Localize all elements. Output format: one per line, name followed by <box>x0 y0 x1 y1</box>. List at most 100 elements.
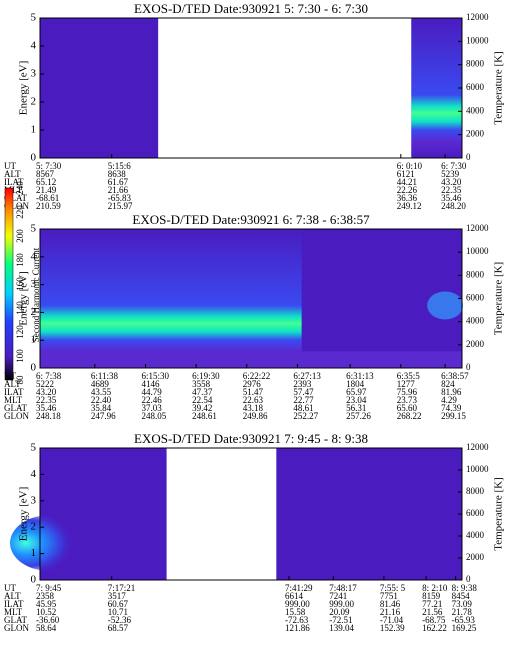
table-cell: 824 <box>441 379 455 389</box>
y-tick-label: 1 <box>31 124 37 136</box>
table-cell: 5222 <box>36 379 54 389</box>
y-tick-label: 4 <box>31 250 37 262</box>
table-cell: 21.49 <box>36 185 57 195</box>
table-cell: 44.79 <box>142 387 163 397</box>
table-cell: 23.73 <box>397 395 418 405</box>
y2-tick-label: 12000 <box>466 12 489 22</box>
spectrogram-background <box>40 18 159 158</box>
colorbar-tick-label: 120 <box>15 325 25 339</box>
table-cell: 43.20 <box>441 177 462 187</box>
y-tick-label: 0 <box>31 362 37 374</box>
table-cell: 4.29 <box>441 395 457 405</box>
table-cell: 22.35 <box>441 185 462 195</box>
colorbar-tick-label: 160 <box>15 277 25 291</box>
table-cell: 44.21 <box>397 177 417 187</box>
y2-tick-label: 0 <box>466 362 471 372</box>
table-cell: -72.63 <box>285 615 309 625</box>
table-cell: 2358 <box>36 591 55 601</box>
table-row-label: MLT <box>4 185 23 195</box>
table-cell: -68.61 <box>36 193 59 203</box>
table-cell: -65.93 <box>452 615 476 625</box>
table-row-label: GLON <box>4 623 29 633</box>
table-cell: 45.95 <box>36 599 57 609</box>
table-cell: 2976 <box>243 379 262 389</box>
spectrogram-low <box>40 351 462 368</box>
table-cell: 7:17:21 <box>108 583 136 593</box>
chart-title: EXOS-D/TED Date:930921 5: 7:30 - 6: 7:30 <box>134 1 368 16</box>
table-cell: 299.15 <box>441 411 466 421</box>
colorbar-label: Second Harmonic Current <box>31 247 41 342</box>
table-cell: 6:38:57 <box>441 371 469 381</box>
table-cell: 35.84 <box>91 403 112 413</box>
table-row-label: ILAT <box>4 177 24 187</box>
table-cell: 6: 7:30 <box>441 161 467 171</box>
colorbar-tick-label: 220 <box>15 205 25 219</box>
y2-tick-label: 10000 <box>466 246 489 256</box>
table-cell: 7751 <box>380 591 398 601</box>
table-cell: 4689 <box>91 379 110 389</box>
table-cell: 152.39 <box>380 623 405 633</box>
table-cell: 247.96 <box>91 411 116 421</box>
table-cell: 58.64 <box>36 623 57 633</box>
table-cell: 21.78 <box>452 607 473 617</box>
colorbar-tick-label: 100 <box>15 349 25 363</box>
table-row-label: ILAT <box>4 387 24 397</box>
table-cell: 43.20 <box>36 387 57 397</box>
table-cell: 2393 <box>293 379 312 389</box>
table-row-label: MLT <box>4 395 23 405</box>
table-cell: 121.86 <box>285 623 310 633</box>
table-cell: 5: 7:30 <box>36 161 62 171</box>
table-cell: 252.27 <box>293 411 318 421</box>
table-cell: 48.61 <box>293 403 313 413</box>
table-cell: 8454 <box>452 591 471 601</box>
table-cell: 999.00 <box>329 599 354 609</box>
table-row-label: ALT <box>4 591 21 601</box>
table-cell: 7:55: 5 <box>380 583 406 593</box>
table-cell: 3558 <box>192 379 211 389</box>
y2-tick-label: 2000 <box>466 552 485 562</box>
table-cell: 248.61 <box>192 411 217 421</box>
table-cell: 21.66 <box>108 185 129 195</box>
table-cell: 37.03 <box>142 403 163 413</box>
table-cell: 248.05 <box>142 411 167 421</box>
table-cell: 6: 7:38 <box>36 371 62 381</box>
table-cell: 8159 <box>422 591 441 601</box>
table-cell: 65.60 <box>397 403 418 413</box>
table-cell: 4146 <box>142 379 161 389</box>
table-cell: 6:22:22 <box>243 371 271 381</box>
table-row-label: ALT <box>4 379 21 389</box>
table-cell: 23.04 <box>346 395 367 405</box>
y-tick-label: 0 <box>31 152 37 164</box>
table-cell: 6:31:13 <box>346 371 374 381</box>
table-cell: 7: 9:45 <box>36 583 62 593</box>
y2-tick-label: 12000 <box>466 442 489 452</box>
table-cell: 22.26 <box>397 185 418 195</box>
y-tick-label: 3 <box>31 494 37 506</box>
y2-tick-label: 4000 <box>466 105 485 115</box>
table-cell: 77.21 <box>422 599 442 609</box>
table-cell: 81.46 <box>380 599 401 609</box>
table-cell: 22.54 <box>192 395 213 405</box>
table-cell: -68.75 <box>422 615 446 625</box>
spectrogram-background <box>276 448 462 580</box>
y2-tick-label: 8000 <box>466 486 485 496</box>
table-row-label: GLAT <box>4 403 27 413</box>
table-cell: 215.97 <box>108 201 133 211</box>
table-cell: 248.20 <box>441 201 466 211</box>
table-row-label: ALT <box>4 169 21 179</box>
table-cell: 249.86 <box>243 411 268 421</box>
table-cell: 6:27:13 <box>293 371 321 381</box>
y-tick-label: 2 <box>31 521 37 533</box>
y-tick-label: 4 <box>31 40 37 52</box>
table-cell: 43.55 <box>91 387 112 397</box>
table-cell: 39.42 <box>192 403 212 413</box>
table-cell: 74.39 <box>441 403 462 413</box>
table-cell: -65.83 <box>108 193 132 203</box>
y-tick-label: 3 <box>31 278 37 290</box>
table-cell: 61.67 <box>108 177 129 187</box>
table-cell: 65.12 <box>36 177 56 187</box>
table-cell: 139.04 <box>329 623 354 633</box>
table-cell: 6:19:30 <box>192 371 220 381</box>
table-cell: 268.22 <box>397 411 422 421</box>
table-row-label: ILAT <box>4 599 24 609</box>
